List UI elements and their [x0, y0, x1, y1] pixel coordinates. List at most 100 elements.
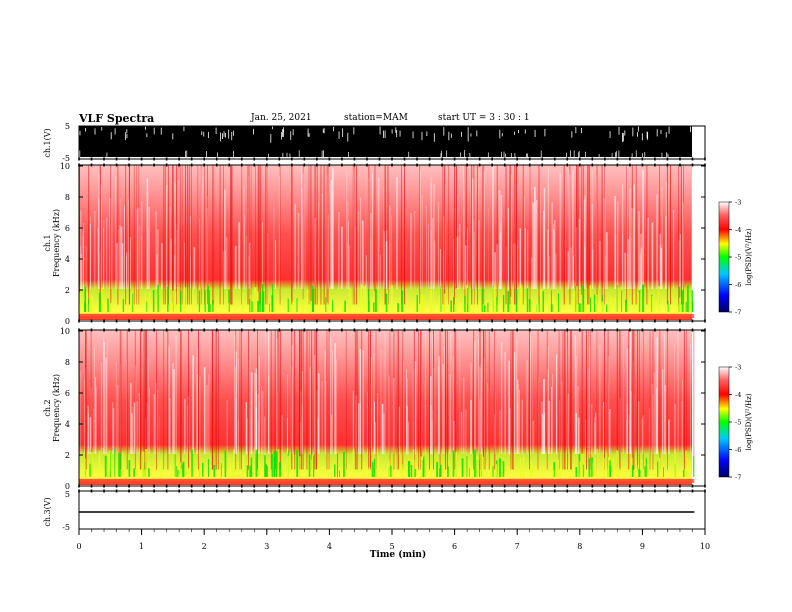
ch1-spectrogram-white-stripe: [120, 226, 123, 289]
ch2-spectrogram-red-stripe: [163, 330, 165, 470]
ch1-spectrogram-red-stripe: [259, 165, 261, 305]
ch1-spectrogram-green-stripe: [360, 284, 363, 312]
ch1-spectrogram-green-stripe: [496, 296, 498, 312]
panel-separator-tick: [428, 328, 431, 332]
ch2-spectrogram-green-stripe: [645, 457, 647, 477]
ch1-spectrogram-red-stripe: [176, 165, 177, 305]
ch2-spectrogram-red-stripe: [607, 330, 609, 470]
ch2-spectrogram-white-stripe: [321, 381, 323, 454]
ch2-spectrogram-green-stripe: [630, 458, 633, 477]
ch2-spectrogram-white-stripe: [335, 359, 338, 454]
ch1-spectrogram-white-stripe: [116, 243, 118, 289]
panel-separator-tick: [391, 484, 393, 488]
panel-separator-tick: [478, 163, 481, 167]
time-axis-tick-label: 2: [202, 542, 207, 551]
panel-separator-tick: [190, 484, 193, 488]
ch1-spectrogram-white-stripe: [338, 211, 340, 289]
ch2-spectrogram-red-stripe: [420, 330, 422, 470]
ch2-spectrogram-green-stripe: [520, 457, 522, 477]
ch2-spectrogram-red-stripe: [512, 330, 514, 470]
ch1-spectrogram-red-stripe: [265, 165, 266, 305]
ch1-spectrogram-white-stripe: [579, 207, 581, 289]
ch1-waveform-ylabel: ch.1(V): [43, 128, 52, 157]
ch1-spectrogram-white-stripe: [691, 176, 693, 289]
ch2-spectrogram-white-stripe: [238, 358, 240, 454]
figure-title: VLF Spectra: [79, 112, 155, 125]
ch2-spectrogram-white-stripe: [325, 381, 327, 454]
ch1-spectrogram-red-stripe: [223, 165, 224, 305]
ch1-spectrogram-white-stripe: [583, 199, 585, 289]
panel-separator-tick: [416, 484, 418, 488]
ch1-spectrogram-white-stripe: [321, 193, 323, 289]
ch1-spectrogram-red-stripe: [483, 165, 485, 305]
ch2-spectrogram-ylabel-channel: ch.2: [43, 399, 52, 416]
ch1-spectrogram-red-stripe: [177, 165, 179, 305]
panel-separator-tick: [403, 157, 406, 161]
ch2-spectrogram-white-stripe: [465, 409, 467, 454]
start-time-label: start UT = 3 : 30 : 1: [438, 113, 530, 123]
ch2-spectrogram-red-stripe: [140, 330, 142, 470]
ch2-spectrogram-white-stripe: [95, 377, 97, 454]
ch2-spectrogram-red-stripe: [433, 330, 434, 470]
ch2-spectrogram-white-stripe: [479, 366, 480, 454]
panel-separator-tick: [291, 163, 293, 167]
ch2-spectrogram-green-stripe: [461, 458, 464, 477]
ch2-spectrogram-green-stripe: [685, 450, 687, 477]
ch2-spectrogram-green-stripe: [122, 451, 124, 477]
ch2-spectrogram-green-stripe: [271, 454, 273, 477]
ch2-spectrogram-green-stripe: [277, 449, 279, 477]
ch2-spectrogram-white-stripe: [377, 392, 379, 454]
ch2-spectrogram-white-stripe: [168, 347, 171, 454]
ch2-spectrogram-white-stripe: [638, 401, 640, 454]
panel-separator-tick: [78, 328, 80, 332]
panel-separator-tick: [516, 163, 518, 167]
ch1-spectrogram-white-stripe: [519, 228, 522, 289]
ch2-spectrogram-red-stripe: [529, 330, 530, 470]
ch1-spectrogram-white-stripe: [591, 170, 593, 289]
ch1-spectrogram-red-stripe: [454, 165, 455, 305]
ch1-spectrogram-white-stripe: [169, 206, 171, 289]
ch2-spectrogram-white-stripe: [585, 419, 587, 454]
ch2-spectrogram-green-stripe: [424, 457, 426, 477]
ch1-spectrogram-red-stripe: [466, 165, 467, 305]
ch1-spectrogram-red-stripe: [666, 165, 668, 305]
ch2-spectrogram-red-stripe: [291, 330, 293, 470]
ch2-spectrogram-red-stripe: [570, 330, 572, 470]
panel-separator-tick: [291, 489, 293, 493]
ch1-spectrogram-red-stripe: [576, 165, 578, 305]
panel-separator-tick: [441, 328, 443, 332]
ch2-spectrogram-green-stripe: [557, 459, 559, 477]
ch2-spectrogram-white-stripe: [460, 411, 463, 454]
ch2-spectrogram-green-stripe: [379, 469, 381, 477]
ch2-spectrogram-green-stripe: [468, 467, 470, 477]
time-axis-label: Time (min): [370, 549, 427, 560]
panel-separator-tick: [165, 319, 168, 323]
panel-separator-tick: [291, 484, 293, 488]
ch2-spectrogram-green-stripe: [145, 449, 147, 477]
ch2-spectrogram-red-stripe: [156, 330, 158, 470]
ch2-spectrogram-white-stripe: [629, 330, 632, 454]
ch1-spectrogram-red-stripe: [596, 165, 598, 305]
ch2-spectrogram-green-stripe: [447, 466, 449, 477]
ch2-spectrogram-red-stripe: [683, 330, 685, 470]
ch2-spectrogram-green-stripe: [581, 453, 584, 477]
ch2-spectrogram-green-stripe: [279, 462, 282, 477]
ch1-spectrogram-red-stripe: [230, 165, 232, 305]
panel-separator-tick: [215, 157, 218, 161]
ch2-spectrogram-green-stripe: [108, 450, 111, 477]
ch1-spectrogram-red-stripe: [473, 165, 475, 305]
ch2-spectrogram-green-stripe: [592, 463, 594, 477]
ch1-spectrogram-white-stripe: [302, 173, 304, 289]
ch2-spectrogram-white-stripe: [641, 418, 644, 454]
ch2-spectrogram-white-stripe: [552, 374, 554, 454]
panel-separator-tick: [165, 157, 168, 161]
ch2-spectrogram-green-stripe: [452, 450, 455, 477]
ch2-spectrogram-white-stripe: [146, 402, 148, 454]
ch2-spectrogram-white-stripe: [138, 392, 140, 454]
ch1-spectrogram-white-stripe: [357, 211, 360, 289]
ch1-spectrogram-red-stripe: [455, 165, 457, 305]
panel-separator-tick: [553, 484, 556, 488]
ch2-spectrogram-green-stripe: [281, 468, 283, 477]
panel-separator-tick: [328, 157, 331, 161]
ch1-spectrogram-low-band: [79, 314, 695, 318]
